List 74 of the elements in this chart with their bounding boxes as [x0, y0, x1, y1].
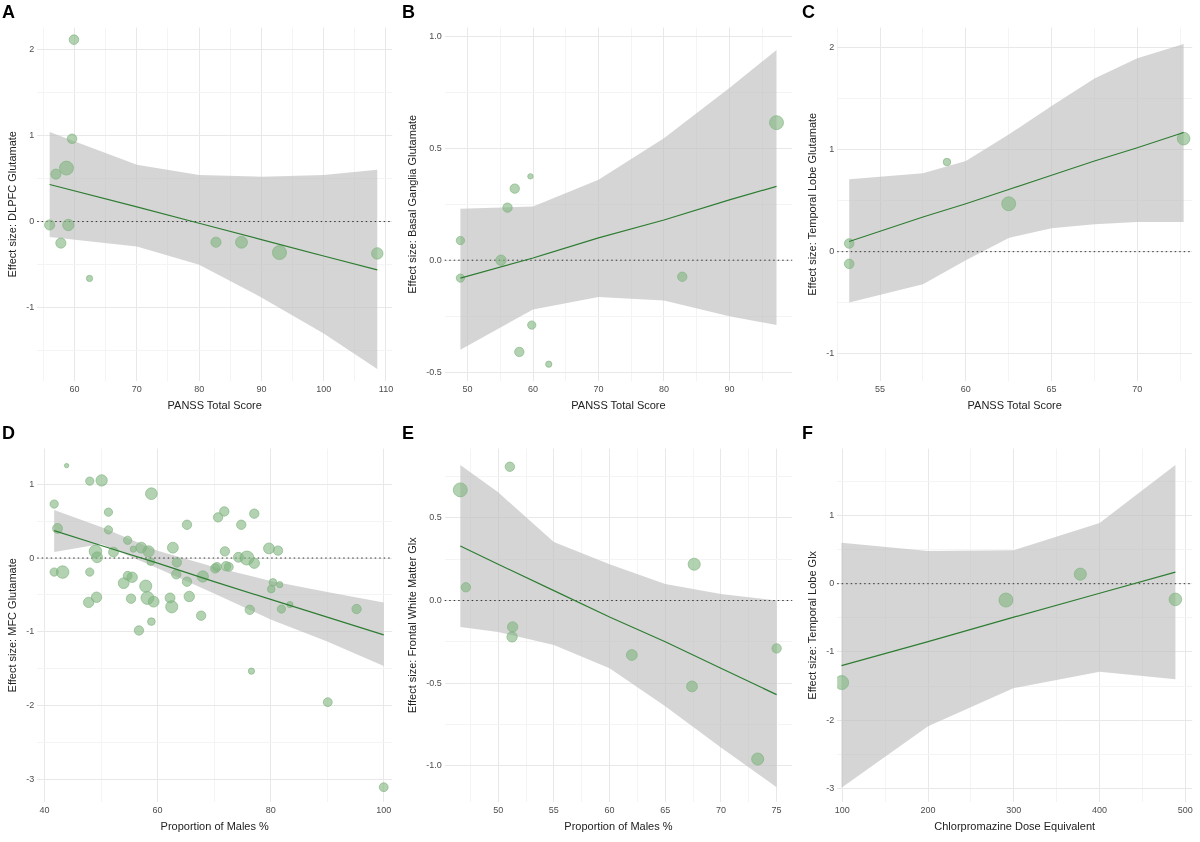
x-tick-label: 70 [715, 804, 726, 815]
y-tick-label: 1 [29, 478, 35, 489]
y-axis-title: Effect size: Frontal White Matter Glx [405, 536, 418, 714]
x-axis-title: PANSS Total Score [167, 399, 262, 412]
x-tick-label: 65 [1046, 383, 1057, 394]
x-tick-label: 300 [1006, 804, 1022, 815]
y-axis-title: Effect size: MFC Glutamate [5, 558, 18, 693]
x-axis-title: PANSS Total Score [967, 399, 1062, 412]
y-axis-title: Effect size: Temporal Lobe Glx [805, 550, 818, 700]
chart-title: C [802, 1, 815, 22]
y-tick-label: 0 [29, 552, 35, 563]
y-tick-label: 0.5 [429, 512, 442, 523]
chart-title: A [2, 1, 15, 22]
y-tick-label: 1 [829, 144, 835, 155]
x-tick-label: 70 [593, 383, 604, 394]
x-axis-title: PANSS Total Score [571, 399, 666, 412]
x-tick-label: 100 [376, 804, 392, 815]
x-tick-label: 55 [548, 804, 559, 815]
y-tick-label: 0.0 [429, 595, 442, 606]
x-tick-label: 60 [528, 383, 539, 394]
x-tick-label: 80 [265, 804, 276, 815]
y-tick-label: -3 [26, 774, 35, 785]
y-axis-title: Effect size: Temporal Lobe Glutamate [805, 112, 818, 296]
x-tick-label: 400 [1092, 804, 1108, 815]
y-tick-label: -0.5 [426, 677, 442, 688]
y-tick-label: 2 [29, 43, 35, 54]
x-axis-title: Proportion of Males % [564, 820, 673, 833]
x-tick-label: 60 [960, 383, 971, 394]
x-tick-label: 70 [131, 383, 142, 394]
y-tick-label: 1 [29, 129, 35, 140]
y-tick-label: -2 [26, 700, 35, 711]
x-tick-label: 70 [1132, 383, 1143, 394]
chart-title: B [402, 1, 415, 22]
y-tick-label: 0 [829, 246, 835, 257]
chart-title: D [2, 422, 15, 443]
y-tick-label: -3 [826, 782, 835, 793]
y-tick-label: 0.0 [429, 254, 442, 265]
x-tick-label: 500 [1177, 804, 1193, 815]
chart-title: E [402, 422, 415, 443]
y-tick-label: 1 [829, 509, 835, 520]
y-axis-title: Effect size: Basal Ganglia Glutamate [405, 114, 418, 294]
x-tick-label: 75 [771, 804, 782, 815]
y-tick-label: -1.0 [426, 760, 442, 771]
x-tick-label: 60 [152, 804, 163, 815]
x-tick-label: 60 [604, 804, 615, 815]
x-tick-label: 90 [256, 383, 267, 394]
y-tick-label: -2 [826, 714, 835, 725]
x-tick-label: 80 [658, 383, 669, 394]
x-tick-label: 80 [194, 383, 205, 394]
x-tick-label: 65 [660, 804, 671, 815]
x-tick-label: 50 [493, 804, 504, 815]
y-tick-label: -1 [26, 626, 35, 637]
y-tick-label: -1 [26, 302, 35, 313]
x-tick-label: 40 [39, 804, 50, 815]
y-tick-label: -0.5 [426, 366, 442, 377]
x-tick-label: 200 [920, 804, 936, 815]
y-tick-label: 0 [829, 578, 835, 589]
x-tick-label: 55 [875, 383, 886, 394]
y-tick-label: 0 [29, 216, 35, 227]
x-tick-label: 100 [316, 383, 332, 394]
x-tick-label: 90 [724, 383, 735, 394]
y-axis-title: Effect size: DLPFC Glutamate [5, 131, 18, 278]
chart-title: F [802, 422, 813, 443]
x-tick-label: 110 [378, 383, 394, 394]
x-tick-label: 50 [462, 383, 473, 394]
y-tick-label: -1 [826, 347, 835, 358]
x-tick-label: 100 [834, 804, 850, 815]
x-axis-title: Proportion of Males % [160, 820, 270, 833]
y-tick-label: 1.0 [429, 31, 442, 42]
y-tick-label: 2 [829, 42, 835, 53]
x-tick-label: 60 [69, 383, 80, 394]
y-tick-label: -1 [826, 646, 835, 657]
y-tick-label: 0.5 [429, 142, 442, 153]
x-axis-title: Chlorpromazine Dose Equivalent [934, 820, 1096, 833]
